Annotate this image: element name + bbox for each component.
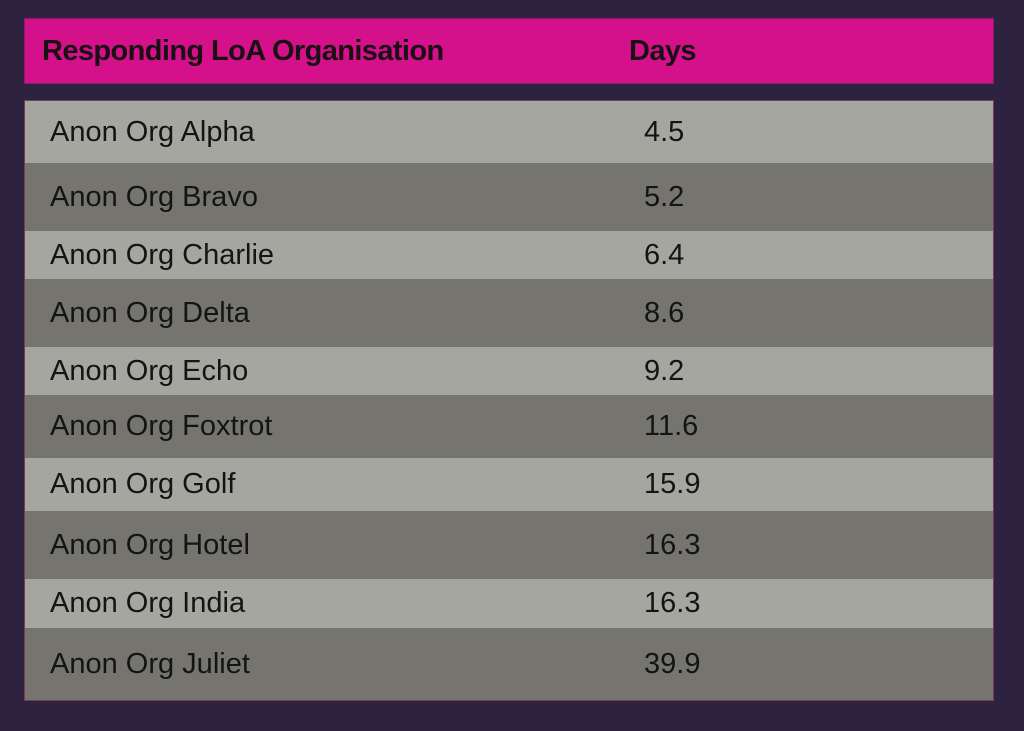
table-row: Anon Org Golf 15.9 bbox=[25, 458, 993, 511]
cell-days: 9.2 bbox=[644, 354, 685, 387]
table-row: Anon Org Charlie 6.4 bbox=[25, 231, 993, 279]
table-row: Anon Org Echo 9.2 bbox=[25, 347, 993, 395]
table-header: Responding LoA Organisation Days bbox=[24, 18, 994, 84]
cell-days: 6.4 bbox=[644, 238, 685, 271]
cell-days: 16.3 bbox=[644, 528, 701, 561]
cell-days: 11.6 bbox=[644, 410, 699, 442]
cell-days: 5.2 bbox=[644, 180, 685, 213]
table-row: Anon Org Delta 8.6 bbox=[25, 279, 993, 347]
column-header-organisation: Responding LoA Organisation bbox=[42, 35, 444, 67]
table-body: Anon Org Alpha 4.5 Anon Org Bravo 5.2 Anon O… bbox=[24, 100, 994, 701]
cell-organisation: Anon Org Foxtrot bbox=[50, 410, 273, 442]
table-row: Anon Org Bravo 5.2 bbox=[25, 163, 993, 231]
cell-organisation: Anon Org Charlie bbox=[50, 238, 275, 271]
table-row: Anon Org Juliet 39.9 bbox=[25, 628, 993, 700]
table-row: Anon Org Hotel 16.3 bbox=[25, 511, 993, 579]
cell-days: 8.6 bbox=[644, 296, 685, 329]
table-row: Anon Org Alpha 4.5 bbox=[25, 101, 993, 163]
cell-organisation: Anon Org Hotel bbox=[50, 528, 250, 561]
column-header-days: Days bbox=[629, 35, 697, 67]
cell-days: 39.9 bbox=[644, 647, 701, 680]
cell-organisation: Anon Org Juliet bbox=[50, 647, 250, 680]
cell-organisation: Anon Org Golf bbox=[50, 468, 236, 500]
cell-days: 16.3 bbox=[644, 587, 701, 619]
table-row: Anon Org Foxtrot 11.6 bbox=[25, 395, 993, 458]
cell-organisation: Anon Org Echo bbox=[50, 354, 249, 387]
cell-organisation: Anon Org Alpha bbox=[50, 115, 255, 148]
cell-organisation: Anon Org Bravo bbox=[50, 180, 258, 213]
table-row: Anon Org India 16.3 bbox=[25, 579, 993, 628]
cell-days: 15.9 bbox=[644, 468, 701, 500]
cell-organisation: Anon Org Delta bbox=[50, 296, 250, 329]
cell-days: 4.5 bbox=[644, 115, 685, 148]
cell-organisation: Anon Org India bbox=[50, 587, 246, 619]
